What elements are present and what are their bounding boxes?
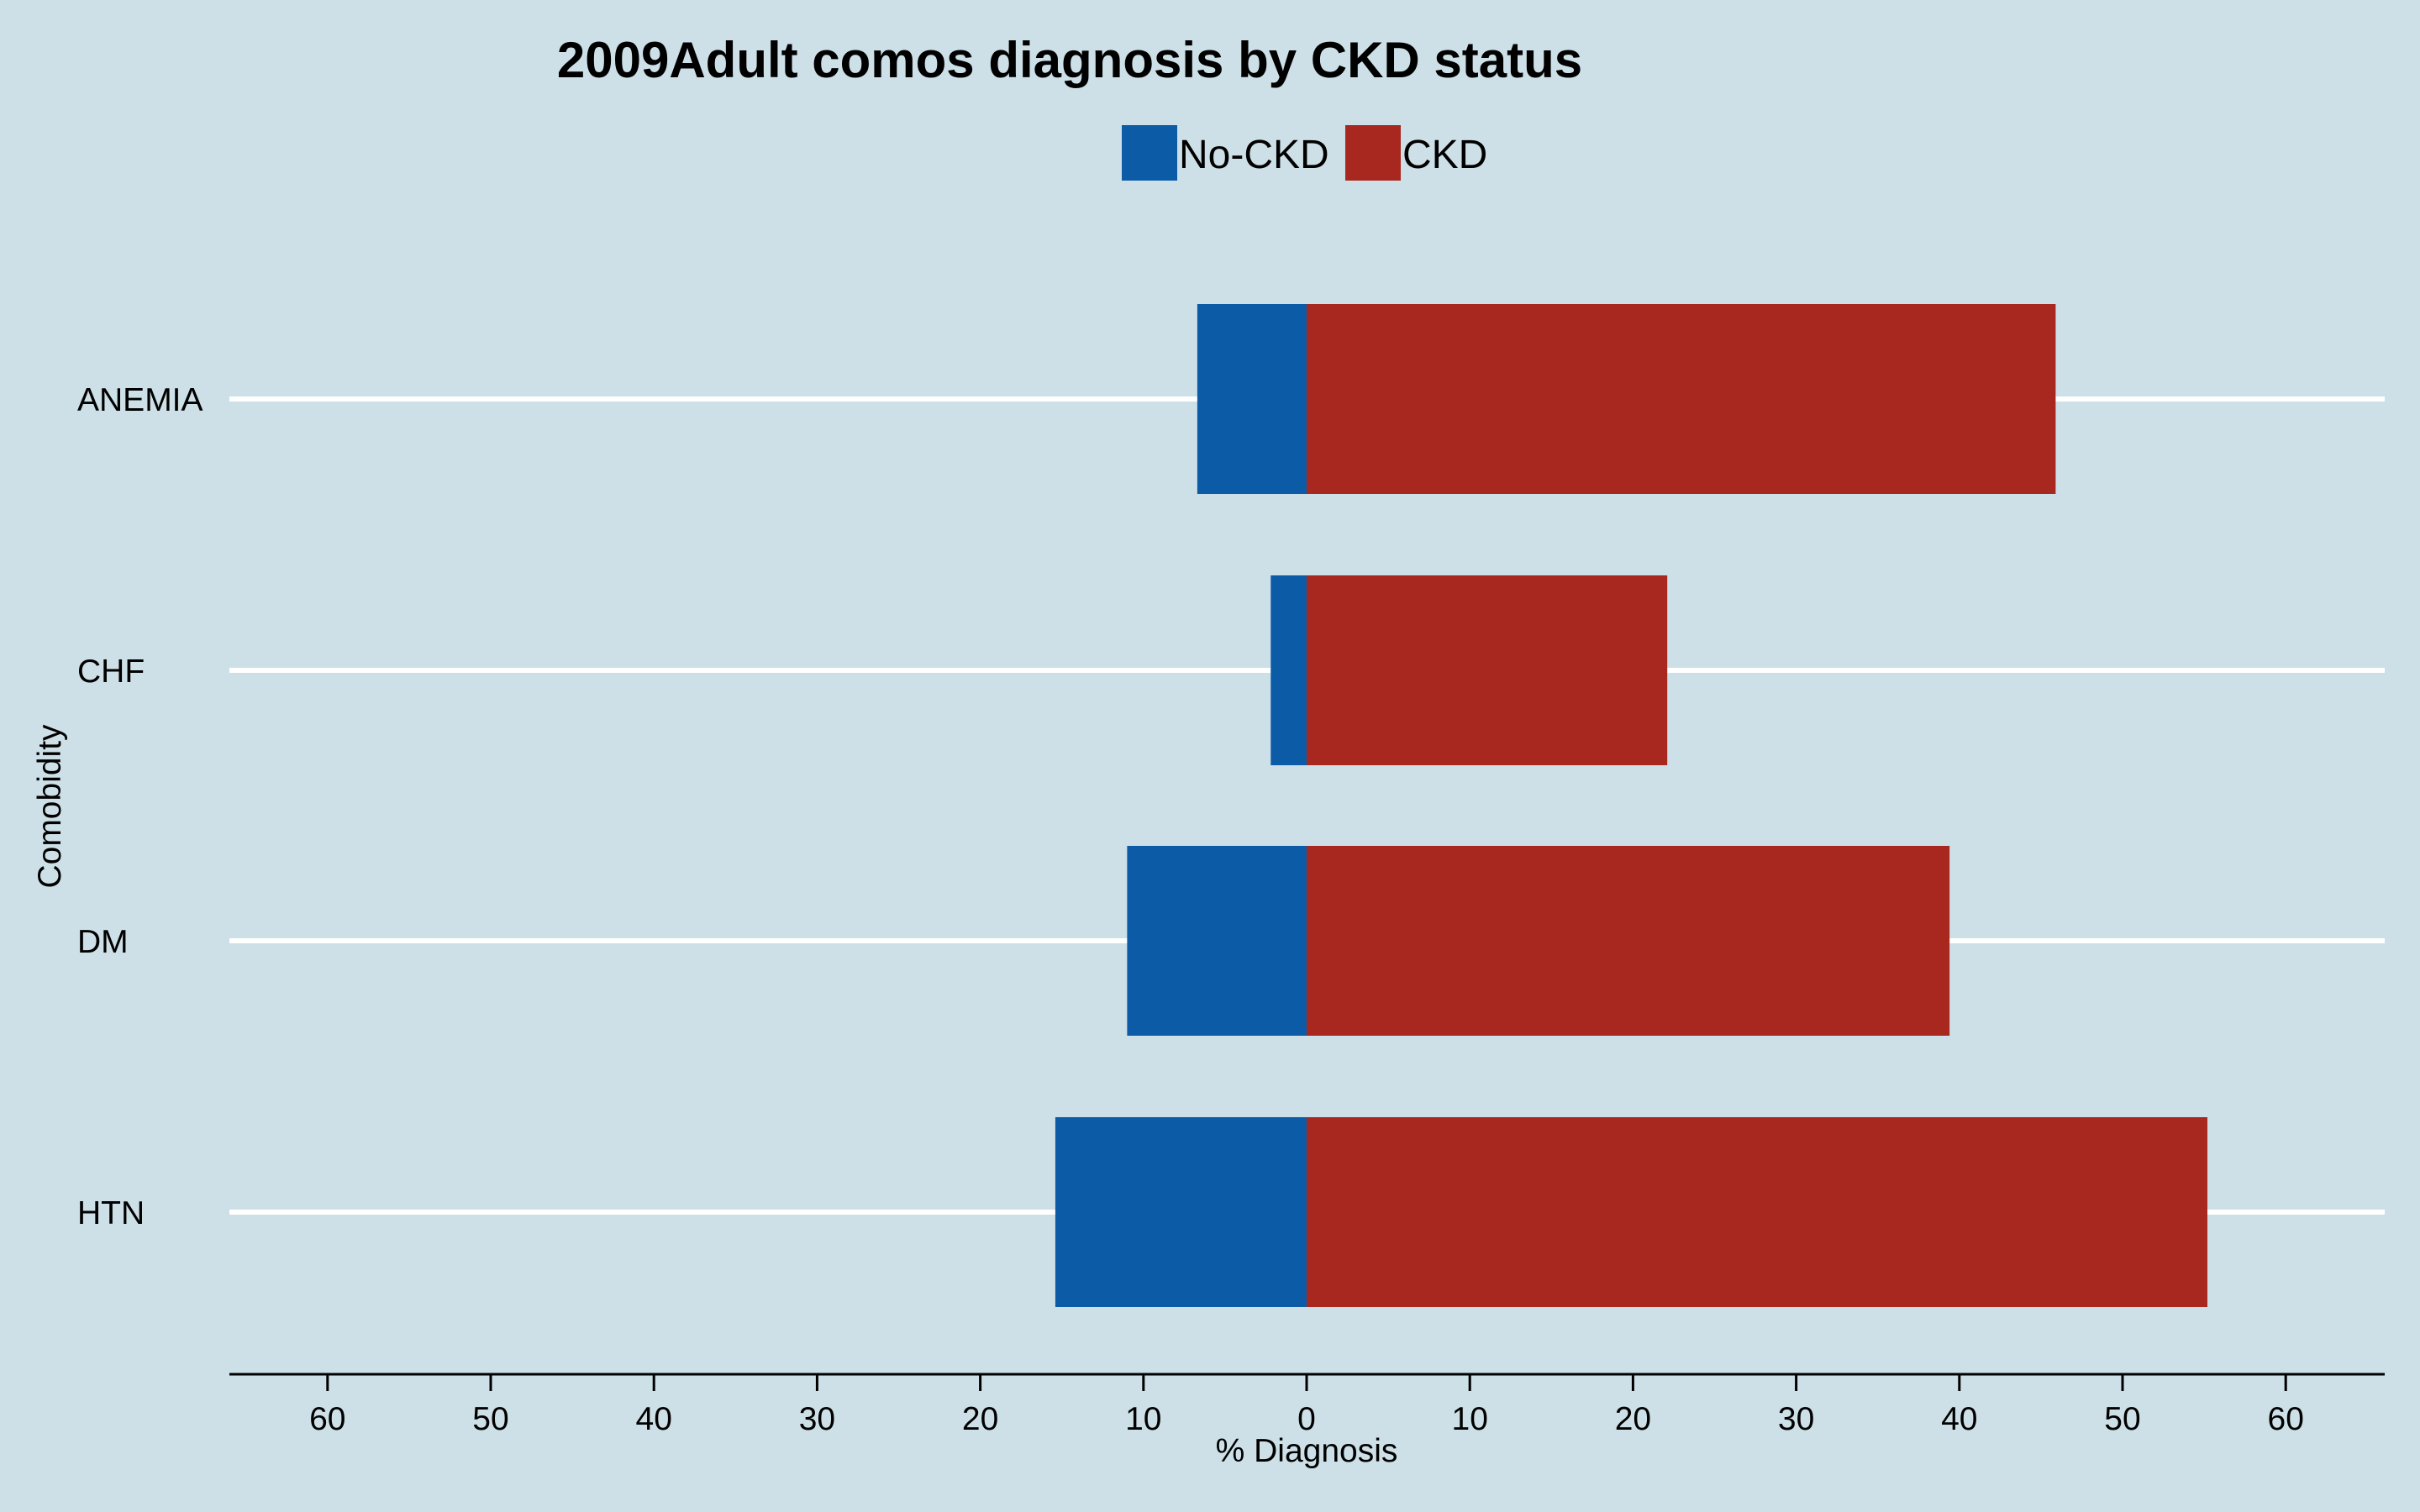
y-axis-label: Comobidity <box>32 724 68 889</box>
x-tick-label: 60 <box>309 1401 345 1437</box>
x-tick-label: 0 <box>1297 1401 1316 1437</box>
bar-no-ckd-chf <box>1270 575 1307 765</box>
x-tick-label: 10 <box>1452 1401 1488 1437</box>
x-tick-label: 10 <box>1125 1401 1161 1437</box>
legend-label-ckd: CKD <box>1402 133 1487 177</box>
x-tick-label: 30 <box>799 1401 835 1437</box>
chart-title: 2009Adult comos diagnosis by CKD status <box>557 32 1582 88</box>
legend: No-CKD CKD <box>1122 125 1487 181</box>
bar-no-ckd-anemia <box>1197 304 1307 494</box>
x-tick-label: 30 <box>1778 1401 1814 1437</box>
legend-swatch-ckd <box>1345 125 1401 181</box>
x-tick-label: 50 <box>472 1401 508 1437</box>
category-label-chf: CHF <box>77 654 145 690</box>
bar-no-ckd-htn <box>1055 1117 1307 1307</box>
category-labels: ANEMIA CHF DM HTN <box>77 382 203 1231</box>
x-tick-label: 60 <box>2268 1401 2304 1437</box>
bar-ckd-htn <box>1307 1117 2207 1307</box>
x-axis: 60 50 40 30 20 10 0 10 20 30 40 50 60 <box>229 1373 2385 1437</box>
x-tick-label: 20 <box>1615 1401 1651 1437</box>
x-axis-label: % Diagnosis <box>1216 1433 1398 1469</box>
x-tick-label: 20 <box>962 1401 998 1437</box>
legend-swatch-no-ckd <box>1122 125 1177 181</box>
bar-no-ckd-dm <box>1127 846 1307 1036</box>
category-label-htn: HTN <box>77 1195 145 1231</box>
x-tick-label: 50 <box>2104 1401 2140 1437</box>
category-label-anemia: ANEMIA <box>77 382 203 418</box>
bar-ckd-anemia <box>1307 304 2056 494</box>
x-tick-label: 40 <box>1941 1401 1977 1437</box>
bar-ckd-dm <box>1307 846 1950 1036</box>
x-tick-label: 40 <box>636 1401 672 1437</box>
bars <box>1055 304 2207 1307</box>
bar-ckd-chf <box>1307 575 1668 765</box>
category-label-dm: DM <box>77 924 129 960</box>
legend-label-no-ckd: No-CKD <box>1179 133 1329 177</box>
